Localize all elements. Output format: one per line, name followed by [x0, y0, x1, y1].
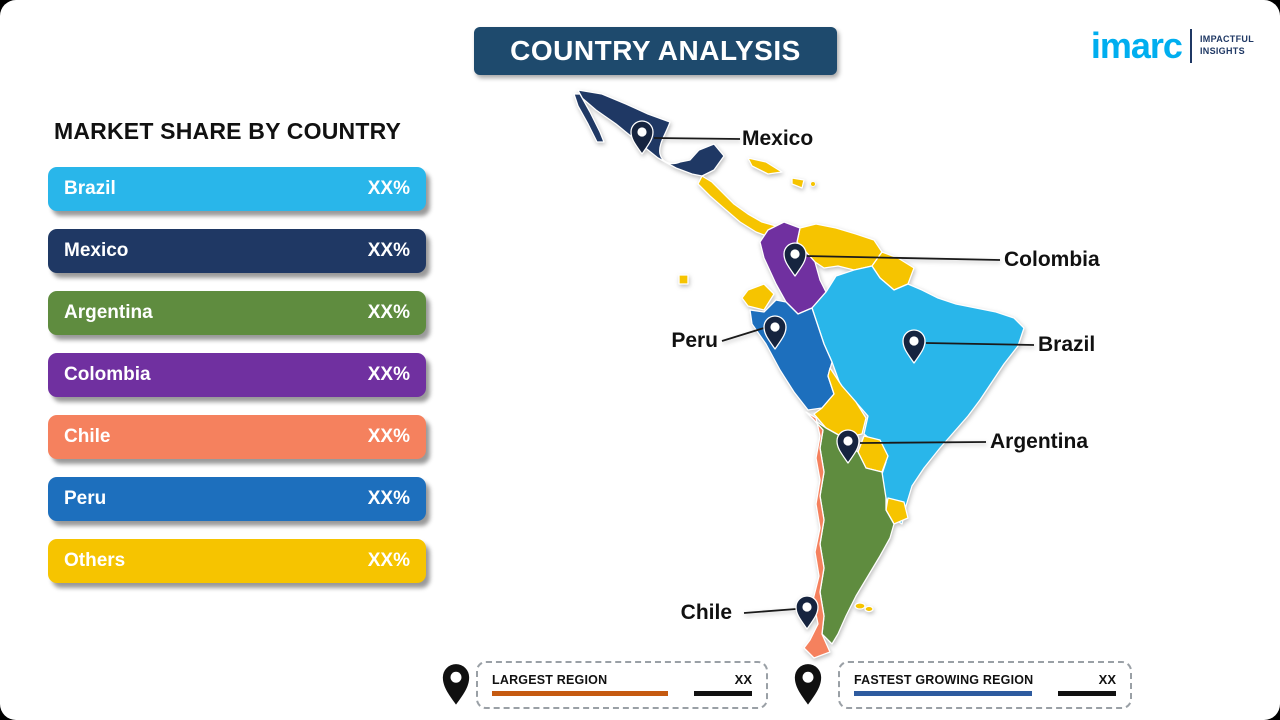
map-island-falklands — [854, 602, 866, 610]
bar-label: Mexico — [64, 240, 129, 261]
market-share-heading: MARKET SHARE BY COUNTRY — [54, 118, 402, 144]
imarc-logo: imarc IMPACTFUL INSIGHTS — [1091, 28, 1254, 64]
bar-value: XX% — [367, 550, 410, 571]
map-pin-brazil — [902, 329, 926, 364]
legend-pin-icon-largest — [442, 664, 470, 705]
map-country-chile — [803, 411, 831, 659]
legend-fastest-bar — [854, 691, 1032, 696]
bar-label: Argentina — [64, 302, 153, 323]
map-region-baja-california — [573, 93, 605, 143]
bar-value: XX% — [367, 426, 410, 447]
market-share-bar-others: Others XX% — [48, 539, 426, 583]
legend-fastest-label: FASTEST GROWING REGION — [854, 673, 1034, 687]
map-label-mexico: Mexico — [742, 127, 814, 150]
map-label-argentina: Argentina — [990, 430, 1089, 453]
map-island-cuba — [747, 157, 783, 175]
bar-label: Chile — [64, 426, 111, 447]
legend-pin-icon-fastest — [794, 664, 822, 705]
logo-tagline: IMPACTFUL INSIGHTS — [1200, 34, 1254, 57]
label-line-peru — [721, 327, 765, 342]
label-line-brazil — [925, 342, 1035, 346]
bar-value: XX% — [367, 178, 410, 199]
market-share-bar-mexico: Mexico XX% — [48, 229, 426, 273]
map-pin-argentina — [836, 429, 860, 464]
market-share-bar-chile: Chile XX% — [48, 415, 426, 459]
map-country-ecuador — [741, 283, 775, 311]
legend-largest-value-bar — [694, 691, 752, 696]
market-share-bar-brazil: Brazil XX% — [48, 167, 426, 211]
map-pin-chile — [795, 595, 819, 630]
legend-largest-bar — [492, 691, 668, 696]
page-title-text: COUNTRY ANALYSIS — [510, 35, 801, 66]
logo-tagline-line1: IMPACTFUL — [1199, 34, 1254, 45]
latin-america-map — [573, 89, 1035, 659]
map-island-galapagos — [678, 274, 689, 285]
label-line-argentina — [859, 441, 987, 444]
bar-value: XX% — [367, 302, 410, 323]
legend-fastest-growing-region: FASTEST GROWING REGION XX — [838, 661, 1132, 709]
label-line-chile — [743, 608, 797, 614]
page-title: COUNTRY ANALYSIS — [474, 27, 837, 75]
legend-fastest-value: XX — [1098, 672, 1116, 687]
bar-label: Brazil — [64, 178, 116, 199]
bar-value: XX% — [367, 240, 410, 261]
map-label-peru: Peru — [671, 329, 718, 352]
bar-value: XX% — [367, 488, 410, 509]
label-line-colombia — [805, 255, 1001, 261]
legend-fastest-value-bar — [1058, 691, 1116, 696]
logo-divider — [1189, 29, 1192, 63]
map-island-falklands-east — [864, 605, 874, 613]
legend-largest-region: LARGEST REGION XX — [476, 661, 768, 709]
bar-label: Others — [64, 550, 126, 571]
market-share-panel: MARKET SHARE BY COUNTRY Brazil XX% Mexic… — [48, 118, 426, 601]
map-island-hispaniola — [791, 177, 805, 189]
bar-label: Peru — [64, 488, 107, 509]
map-island-puerto-rico — [810, 181, 816, 187]
label-line-mexico — [653, 137, 741, 140]
map-label-brazil: Brazil — [1038, 333, 1096, 356]
logo-tagline-line2: INSIGHTS — [1199, 46, 1245, 56]
map-pin-mexico — [630, 120, 654, 155]
market-share-bar-colombia: Colombia XX% — [48, 353, 426, 397]
bar-label: Colombia — [64, 364, 151, 385]
map-label-chile: Chile — [680, 601, 732, 624]
market-share-bar-argentina: Argentina XX% — [48, 291, 426, 335]
legend-largest-value: XX — [734, 672, 752, 687]
map-pin-colombia — [783, 242, 807, 277]
map-pin-peru — [763, 315, 787, 350]
legend-largest-label: LARGEST REGION — [492, 673, 608, 687]
map-label-colombia: Colombia — [1004, 248, 1100, 271]
imarc-logo-text: imarc — [1090, 25, 1183, 66]
market-share-bar-peru: Peru XX% — [48, 477, 426, 521]
bar-value: XX% — [367, 364, 410, 385]
